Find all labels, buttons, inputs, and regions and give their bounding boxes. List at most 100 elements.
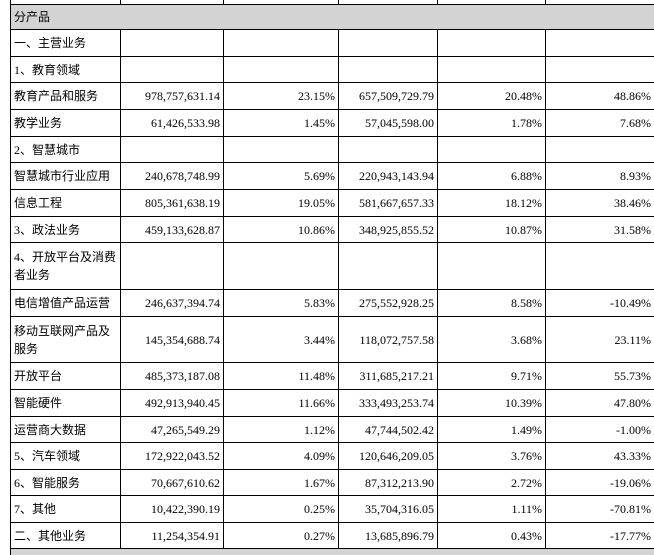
yoy-change: 48.86%	[545, 82, 654, 110]
pct-prior	[437, 29, 546, 57]
product-name: 6、智能服务	[10, 469, 121, 496]
product-name: 4、开放平台及消费者业务	[10, 242, 121, 290]
product-name: 开放平台	[10, 362, 121, 390]
amount-prior: 35,704,316.05	[338, 495, 438, 523]
amount-current: 70,667,610.62	[120, 469, 224, 496]
table-row: 电信增值产品运营 246,637,394.74 5.83% 275,552,92…	[10, 289, 654, 317]
yoy-change: 43.33%	[545, 442, 654, 470]
amount-current: 10,422,390.19	[120, 495, 224, 523]
amount-prior: 348,925,855.52	[338, 216, 438, 243]
pct-prior: 18.12%	[437, 189, 546, 217]
clipped-row-bottom	[10, 548, 654, 555]
table-row: 2、智慧城市	[10, 136, 654, 163]
yoy-change: -70.81%	[545, 495, 654, 523]
pct-prior: 20.48%	[437, 82, 546, 110]
section-header-label: 分产品	[10, 4, 654, 30]
table-row: 7、其他 10,422,390.19 0.25% 35,704,316.05 1…	[10, 495, 654, 523]
yoy-change: -17.77%	[545, 522, 654, 549]
pct-current: 0.27%	[223, 522, 339, 549]
pct-current: 0.25%	[223, 495, 339, 523]
pct-current	[223, 136, 339, 163]
table-row: 一、主营业务	[10, 29, 654, 57]
amount-current	[120, 136, 224, 163]
amount-current: 47,265,549.29	[120, 416, 224, 443]
table-row: 教学业务 61,426,533.98 1.45% 57,045,598.00 1…	[10, 109, 654, 137]
pct-current: 1.12%	[223, 416, 339, 443]
product-name: 教学业务	[10, 109, 121, 137]
amount-current: 246,637,394.74	[120, 289, 224, 317]
pct-prior: 10.39%	[437, 389, 546, 417]
pct-current: 3.44%	[223, 316, 339, 363]
table-row: 智慧城市行业应用 240,678,748.99 5.69% 220,943,14…	[10, 162, 654, 190]
pct-current: 5.69%	[223, 162, 339, 190]
product-name: 移动互联网产品及服务	[10, 316, 121, 363]
yoy-change: -19.06%	[545, 469, 654, 496]
pct-current: 11.66%	[223, 389, 339, 417]
amount-current: 492,913,940.45	[120, 389, 224, 417]
pct-prior: 8.58%	[437, 289, 546, 317]
yoy-change: 31.58%	[545, 216, 654, 243]
table-row: 1、教育领域	[10, 56, 654, 83]
amount-prior: 657,509,729.79	[338, 82, 438, 110]
amount-prior: 333,493,253.74	[338, 389, 438, 417]
amount-prior	[338, 56, 438, 83]
yoy-change: -10.49%	[545, 289, 654, 317]
yoy-change: 38.46%	[545, 189, 654, 217]
product-name: 5、汽车领域	[10, 442, 121, 470]
product-name: 7、其他	[10, 495, 121, 523]
pct-prior: 1.78%	[437, 109, 546, 137]
yoy-change: 23.11%	[545, 316, 654, 363]
amount-prior: 87,312,213.90	[338, 469, 438, 496]
product-name: 运营商大数据	[10, 416, 121, 443]
pct-current	[223, 56, 339, 83]
product-name: 电信增值产品运营	[10, 289, 121, 317]
section-header-row: 分产品	[10, 4, 654, 30]
amount-current: 459,133,628.87	[120, 216, 224, 243]
yoy-change: 55.73%	[545, 362, 654, 390]
pct-current: 19.05%	[223, 189, 339, 217]
product-name: 信息工程	[10, 189, 121, 217]
product-name: 教育产品和服务	[10, 82, 121, 110]
pct-prior: 2.72%	[437, 469, 546, 496]
amount-current: 978,757,631.14	[120, 82, 224, 110]
amount-prior: 118,072,757.58	[338, 316, 438, 363]
yoy-change: 7.68%	[545, 109, 654, 137]
table-row: 5、汽车领域 172,922,043.52 4.09% 120,646,209.…	[10, 442, 654, 470]
amount-current: 61,426,533.98	[120, 109, 224, 137]
table-row: 6、智能服务 70,667,610.62 1.67% 87,312,213.90…	[10, 469, 654, 496]
pct-current	[223, 29, 339, 57]
table-row: 移动互联网产品及服务 145,354,688.74 3.44% 118,072,…	[10, 316, 654, 363]
pct-current: 5.83%	[223, 289, 339, 317]
amount-prior	[338, 242, 438, 290]
amount-current: 11,254,354.91	[120, 522, 224, 549]
pct-current: 10.86%	[223, 216, 339, 243]
product-name: 智慧城市行业应用	[10, 162, 121, 190]
table-row: 开放平台 485,373,187.08 11.48% 311,685,217.2…	[10, 362, 654, 390]
amount-current: 805,361,638.19	[120, 189, 224, 217]
yoy-change: -1.00%	[545, 416, 654, 443]
table-row: 二、其他业务 11,254,354.91 0.27% 13,685,896.79…	[10, 522, 654, 549]
pct-prior: 3.76%	[437, 442, 546, 470]
pct-prior	[437, 56, 546, 83]
pct-prior: 6.88%	[437, 162, 546, 190]
product-name: 3、政法业务	[10, 216, 121, 243]
pct-prior: 1.11%	[437, 495, 546, 523]
amount-current: 240,678,748.99	[120, 162, 224, 190]
pct-prior: 0.43%	[437, 522, 546, 549]
pct-prior	[437, 242, 546, 290]
pct-prior: 9.71%	[437, 362, 546, 390]
amount-current	[120, 29, 224, 57]
pct-current	[223, 242, 339, 290]
amount-current	[120, 242, 224, 290]
product-breakdown-table: 分产品 一、主营业务 1、教育领域 教育产品和服务 978,757,631.14…	[10, 0, 654, 555]
amount-prior: 120,646,209.05	[338, 442, 438, 470]
amount-prior: 47,744,502.42	[338, 416, 438, 443]
amount-current: 485,373,187.08	[120, 362, 224, 390]
amount-prior: 57,045,598.00	[338, 109, 438, 137]
yoy-change	[545, 242, 654, 290]
product-name: 2、智慧城市	[10, 136, 121, 163]
yoy-change	[545, 56, 654, 83]
table-row: 3、政法业务 459,133,628.87 10.86% 348,925,855…	[10, 216, 654, 243]
pct-current: 23.15%	[223, 82, 339, 110]
